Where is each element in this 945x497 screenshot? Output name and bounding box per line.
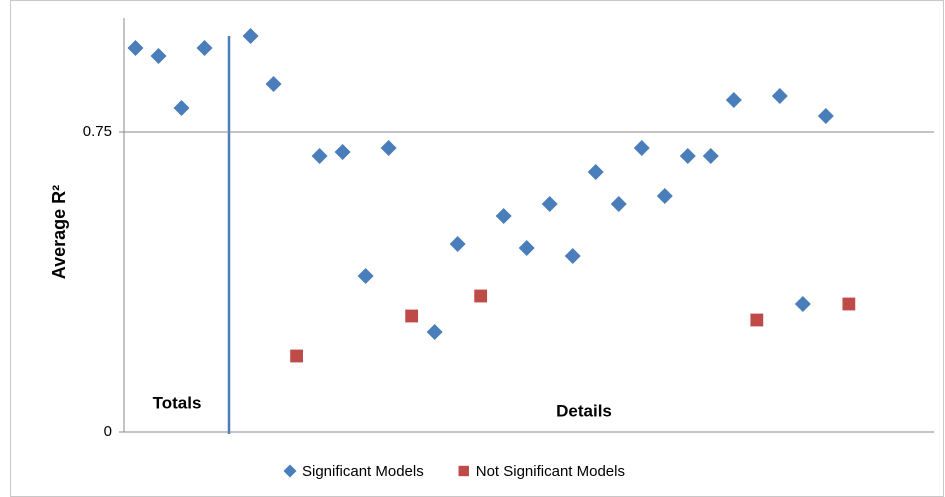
- point: [242, 28, 259, 44]
- y-tick-label: 0: [104, 423, 112, 440]
- point: [357, 268, 374, 284]
- point: [150, 48, 167, 64]
- point: [794, 296, 811, 312]
- chart-frame: [10, 0, 944, 497]
- y-axis-title: Average R²: [49, 185, 69, 279]
- y-tick-label: 0.75: [83, 123, 112, 140]
- point: [265, 76, 282, 92]
- point: [817, 108, 834, 124]
- annotation: Details: [556, 401, 612, 420]
- point: [405, 309, 419, 323]
- legend-label: Significant Models: [302, 463, 424, 480]
- point: [173, 100, 190, 116]
- point: [127, 40, 144, 56]
- point: [380, 140, 397, 156]
- point: [196, 40, 213, 56]
- point: [656, 188, 673, 204]
- point: [334, 144, 351, 160]
- point: [842, 297, 856, 311]
- point: [702, 148, 719, 164]
- point: [679, 148, 696, 164]
- point: [610, 196, 627, 212]
- point: [426, 324, 443, 340]
- point: [541, 196, 558, 212]
- point: [771, 88, 788, 104]
- annotation: Totals: [153, 393, 202, 412]
- point: [290, 349, 303, 363]
- point: [750, 313, 764, 327]
- point: [564, 248, 581, 264]
- legend-label: Not Significant Models: [476, 463, 625, 480]
- point: [449, 236, 466, 252]
- point: [587, 164, 604, 180]
- point: [495, 208, 512, 224]
- point: [633, 140, 650, 156]
- point: [474, 289, 488, 303]
- point: [725, 92, 742, 108]
- legend-marker: [458, 465, 469, 477]
- point: [311, 148, 328, 164]
- point: [518, 240, 535, 256]
- legend-marker: [283, 464, 297, 478]
